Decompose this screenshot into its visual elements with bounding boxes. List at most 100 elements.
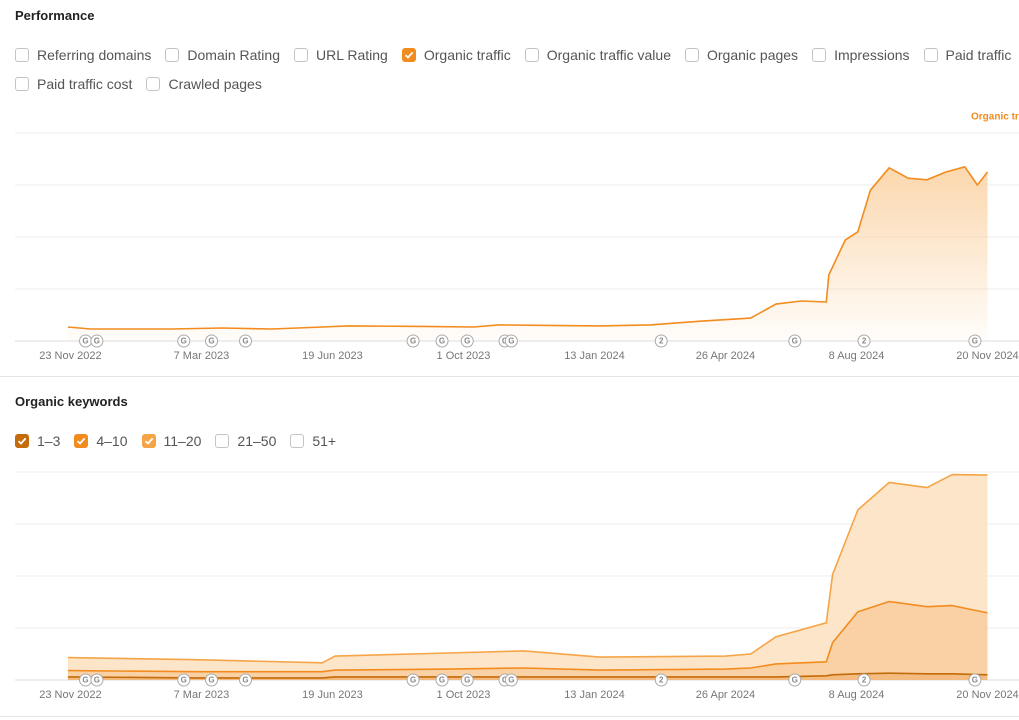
option-label: Paid traffic cost xyxy=(37,75,133,92)
keywords-chart: 23 Nov 2022 7 Mar 2023 19 Jun 2023 1 Oct 20… xyxy=(15,471,1019,701)
update-marker-label: G xyxy=(439,337,445,346)
checkbox-option[interactable]: 4–10 xyxy=(74,431,128,450)
checkbox[interactable] xyxy=(685,47,699,62)
option-label: Organic pages xyxy=(707,46,799,63)
checkbox-option[interactable]: Paid traffic cost xyxy=(15,74,132,93)
checkbox[interactable] xyxy=(524,47,539,62)
update-marker-label: G xyxy=(508,676,514,685)
series-area xyxy=(67,601,988,678)
update-marker xyxy=(205,673,219,687)
checkbox-option[interactable]: 51+ xyxy=(290,431,336,450)
check-mark xyxy=(17,437,27,445)
checkbox[interactable] xyxy=(812,47,827,62)
update-marker xyxy=(406,334,420,348)
checkbox[interactable] xyxy=(15,47,29,62)
update-marker-label: G xyxy=(464,337,470,346)
checkbox-option[interactable]: 11–20 xyxy=(141,431,202,450)
legend-label: Organic traffic xyxy=(971,112,1019,123)
option-label: Referring domains xyxy=(37,46,152,63)
option-label: Organic traffic value xyxy=(546,46,671,63)
checkbox-option[interactable]: Referring domains xyxy=(15,45,151,64)
update-marker xyxy=(435,673,449,687)
x-tick-label: 20 Nov 2024 xyxy=(956,350,1018,362)
checkbox-option[interactable]: Impressions xyxy=(812,45,910,64)
checkbox[interactable] xyxy=(74,433,89,448)
checkbox[interactable] xyxy=(165,47,180,62)
update-marker-label: G xyxy=(181,337,187,346)
update-marker xyxy=(460,334,474,348)
update-marker xyxy=(460,673,474,687)
option-label: 51+ xyxy=(312,432,337,449)
update-marker-label: G xyxy=(439,676,445,685)
x-tick-label: 20 Nov 2024 xyxy=(956,689,1018,701)
option-label: Impressions xyxy=(834,46,910,63)
update-marker-label: G xyxy=(94,337,100,346)
update-marker xyxy=(239,334,253,348)
checkbox-option[interactable]: Organic traffic value xyxy=(524,45,671,64)
update-marker xyxy=(788,673,802,687)
x-tick-label: 8 Aug 2024 xyxy=(829,350,885,362)
series-line xyxy=(67,473,988,664)
checkbox-option[interactable]: Paid traffic xyxy=(923,45,1012,64)
checkbox-option[interactable]: Organic pages xyxy=(685,45,798,64)
update-marker xyxy=(90,673,104,687)
update-marker xyxy=(654,673,668,687)
update-marker-label: G xyxy=(181,676,187,685)
checkbox[interactable] xyxy=(923,47,938,62)
update-marker xyxy=(504,334,518,348)
update-marker-label: G xyxy=(972,676,978,685)
update-marker-label: 2 xyxy=(659,676,664,685)
check-mark xyxy=(404,51,414,59)
update-marker-label: 2 xyxy=(862,676,867,685)
update-marker-label: G xyxy=(508,337,514,346)
divider xyxy=(0,376,1019,377)
checkbox[interactable] xyxy=(15,433,29,448)
checkbox[interactable] xyxy=(215,433,230,448)
update-marker-label: 2 xyxy=(659,337,664,346)
x-tick-label: 13 Jan 2024 xyxy=(564,689,625,701)
update-marker-label: G xyxy=(464,676,470,685)
check-mark xyxy=(77,437,86,445)
option-label: Paid traffic xyxy=(945,46,1012,63)
checkbox[interactable] xyxy=(290,433,305,448)
x-tick-label: 19 Jun 2023 xyxy=(302,350,363,362)
metric-options: Referring domains Domain Rating URL Rating… xyxy=(15,45,1015,93)
update-marker-label: G xyxy=(792,337,798,346)
update-marker xyxy=(857,673,871,687)
checkbox-option[interactable]: URL Rating xyxy=(294,45,388,64)
update-marker xyxy=(968,673,982,687)
update-marker-label: G xyxy=(242,676,248,685)
checkbox-option[interactable]: Domain Rating xyxy=(165,45,280,64)
x-tick-label: 23 Nov 2022 xyxy=(39,350,101,362)
x-tick-label: 7 Mar 2023 xyxy=(174,350,230,362)
update-marker-label: G xyxy=(82,337,88,346)
option-label: 1–3 xyxy=(37,432,61,449)
update-marker xyxy=(239,673,253,687)
checkbox[interactable] xyxy=(401,47,416,62)
checkbox[interactable] xyxy=(146,76,161,91)
option-label: 11–20 xyxy=(163,432,202,449)
series-area xyxy=(67,166,988,341)
checkbox-option[interactable]: Organic traffic xyxy=(401,45,511,64)
update-marker-label: G xyxy=(410,676,416,685)
checkbox[interactable] xyxy=(15,76,29,91)
x-tick-label: 1 Oct 2023 xyxy=(437,350,491,362)
divider xyxy=(0,716,1019,717)
checkbox-option[interactable]: 21–50 xyxy=(215,431,276,450)
checkbox-option[interactable]: Crawled pages xyxy=(146,74,262,93)
traffic-chart: 23 Nov 2022 7 Mar 2023 19 Jun 2023 1 Oct 20… xyxy=(15,112,1019,362)
checkbox[interactable] xyxy=(141,433,156,448)
update-marker-label: G xyxy=(82,676,88,685)
update-marker xyxy=(205,334,219,348)
position-options: 1–3 4–10 11–20 21–50 51+ xyxy=(15,431,1015,450)
check-path xyxy=(17,437,27,445)
checkbox[interactable] xyxy=(294,47,308,62)
update-marker xyxy=(406,673,420,687)
section-title: Performance xyxy=(15,8,95,23)
section-title: Organic keywords xyxy=(15,394,128,409)
check-path xyxy=(144,437,153,445)
update-marker-label: G xyxy=(972,337,978,346)
update-marker xyxy=(857,334,871,348)
checkbox-option[interactable]: 1–3 xyxy=(15,431,60,450)
